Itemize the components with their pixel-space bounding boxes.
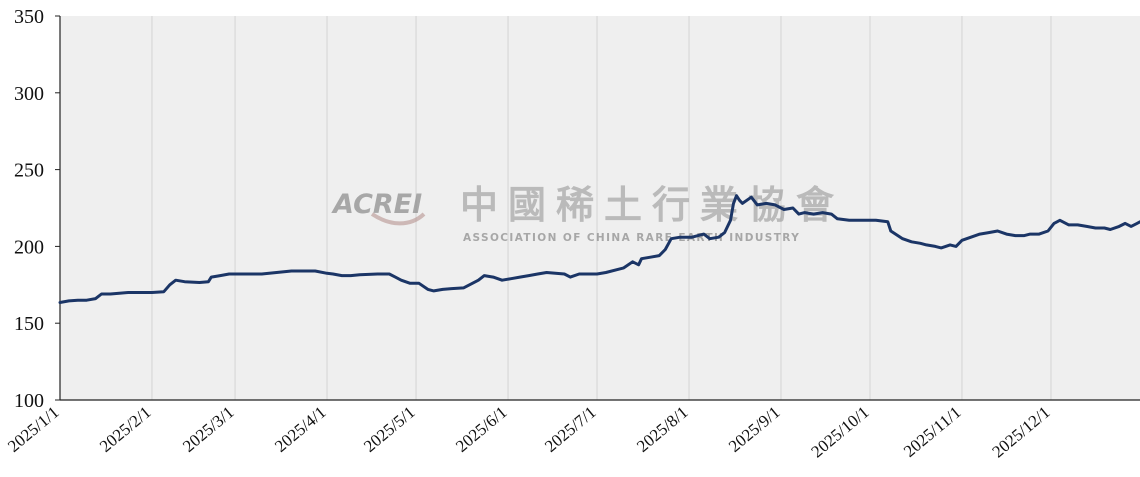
x-tick-label: 2025/9/1 (725, 403, 784, 456)
x-tick-label: 2025/12/1 (989, 403, 1054, 462)
x-tick-label: 2025/10/1 (808, 403, 873, 462)
y-tick-label: 200 (14, 236, 44, 258)
y-tick-label: 100 (14, 390, 44, 412)
x-tick-label: 2025/7/1 (541, 403, 600, 456)
x-tick-label: 2025/2/1 (96, 403, 155, 456)
watermark-acrei-text: ACREI (331, 189, 422, 220)
y-tick-label: 150 (14, 313, 44, 335)
vertical-gridlines (151, 16, 1052, 400)
x-tick-label: 2025/3/1 (179, 403, 238, 456)
y-tick-label: 250 (14, 160, 44, 182)
x-tick-label: 2025/4/1 (271, 403, 330, 456)
watermark-swoosh-icon (370, 212, 426, 226)
y-tick-label: 350 (14, 6, 44, 28)
y-axis-tick-labels: 100 150 200 250 300 350 (14, 6, 60, 412)
x-axis-tick-labels: 2025/1/1 2025/2/1 2025/3/1 2025/4/1 2025/5/1… (4, 403, 1054, 462)
x-tick-label: 2025/8/1 (633, 403, 692, 456)
watermark-chinese-text: 中國稀土行業協會 (460, 182, 844, 227)
x-tick-label: 2025/11/1 (900, 403, 965, 461)
plot-area (60, 16, 1140, 400)
axes (59, 16, 1140, 401)
x-tick-label: 2025/5/1 (360, 403, 419, 456)
watermark-english-subtitle: ASSOCIATION OF CHINA RARE EARTH INDUSTRY (463, 232, 800, 244)
y-tick-label: 300 (14, 83, 44, 105)
x-tick-label: 2025/6/1 (452, 403, 511, 456)
series-line (58, 194, 1140, 304)
